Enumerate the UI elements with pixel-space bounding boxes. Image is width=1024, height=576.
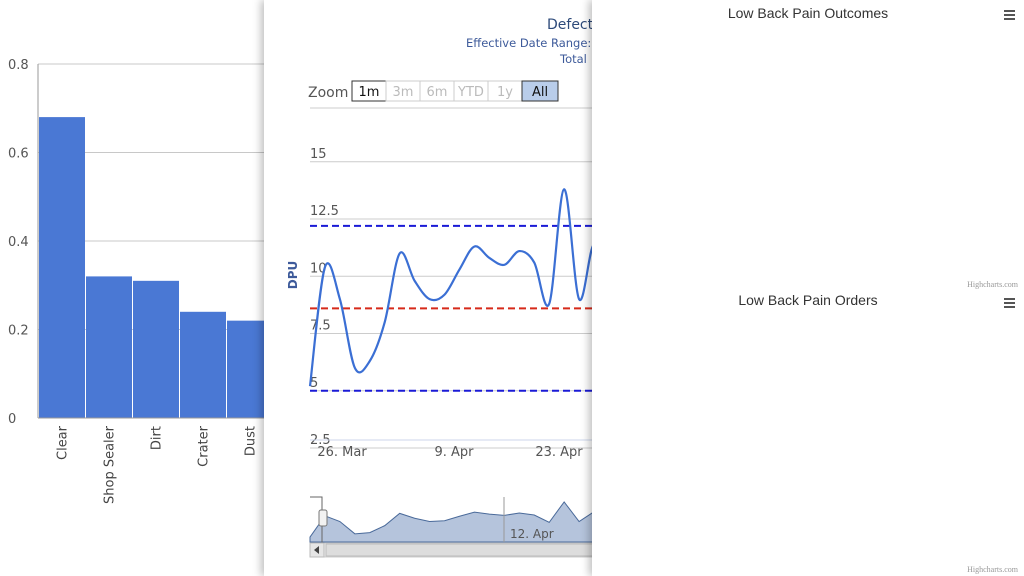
chart-title: Defect: [547, 17, 594, 33]
y-tick-label: 0.2: [8, 324, 29, 339]
y-tick-label: 7.5: [310, 319, 331, 334]
x-tick-label: 23. Apr: [535, 445, 583, 460]
navigator-label: 12. Apr: [510, 527, 554, 541]
x-tick-label: Dirt: [150, 426, 165, 450]
x-tick-label: Crater: [197, 425, 212, 466]
y-tick-label: 0.4: [8, 235, 29, 250]
zoom-button-6m[interactable]: 6m: [419, 80, 455, 102]
zoom-label: Zoom: [308, 85, 348, 101]
scrollbar-thumb: [325, 543, 609, 557]
orders-credit: Highcharts.com: [967, 565, 1018, 574]
zoom-button-1m[interactable]: 1m: [351, 80, 387, 102]
menu-bar: [1004, 298, 1015, 300]
navigator-scrollbar[interactable]: [309, 542, 609, 558]
menu-bar: [1004, 18, 1015, 20]
orders-title: Low Back Pain Orders: [738, 292, 878, 308]
pareto-chart-panel: 0 0.2 0.4 0.6 0.8 Clear Shop Sealer Dirt Crater D…: [0, 0, 272, 576]
menu-bar: [1004, 306, 1015, 308]
zoom-button-label: 1y: [497, 85, 513, 100]
bar: [39, 117, 85, 418]
zoom-button-3m[interactable]: 3m: [385, 80, 421, 102]
navigator-area: [309, 501, 609, 543]
y-tick-label: 12.5: [310, 204, 339, 219]
y-tick-label: 0.8: [8, 58, 29, 73]
scroll-left-arrow-icon: [314, 546, 319, 554]
y-tick-label: 10: [310, 261, 327, 276]
zoom-button-label: 1m: [359, 85, 380, 100]
chart-subtitle-2: Total: [559, 52, 587, 66]
outcomes-title: Low Back Pain Outcomes: [727, 5, 889, 21]
x-tick-label: Dust: [244, 426, 259, 456]
zoom-button-1y[interactable]: 1y: [487, 80, 523, 102]
x-tick-label: 9. Apr: [434, 445, 474, 460]
zoom-button-ytd[interactable]: YTD: [453, 80, 489, 102]
zoom-button-label: 6m: [427, 85, 448, 100]
navigator-handle[interactable]: [310, 496, 328, 543]
zoom-button-all[interactable]: All: [521, 80, 559, 102]
x-tick-label: Clear: [56, 425, 71, 460]
menu-bar: [1004, 14, 1015, 16]
outcomes-credit: Highcharts.com: [967, 280, 1018, 289]
navigator-handle-line: [310, 496, 323, 543]
pie-charts-panel: Low Back Pain Outcomes Low Back Pain Ord…: [592, 0, 1024, 576]
y-tick-label: 0: [8, 412, 16, 427]
chart-subtitle: Effective Date Range: C: [466, 36, 603, 50]
zoom-button-box: [521, 80, 559, 102]
y-tick-label: 5: [310, 376, 318, 391]
y-tick-label: 0.6: [8, 147, 29, 162]
menu-bar: [1004, 10, 1015, 12]
zoom-button-label: YTD: [457, 85, 484, 100]
bar: [86, 276, 132, 418]
y-tick-label: 15: [310, 147, 327, 162]
x-tick-label: Shop Sealer: [103, 425, 118, 504]
bar: [180, 311, 226, 418]
pareto-bar-chart: 0 0.2 0.4 0.6 0.8 Clear Shop Sealer Dirt Crater D…: [8, 58, 272, 504]
menu-bar: [1004, 302, 1015, 304]
dpu-chart-panel: Defect Effective Date Range: C Total Zoom 1m…: [264, 0, 609, 576]
dpu-series-line: [308, 188, 609, 387]
zoom-button-label: All: [532, 85, 548, 100]
bar: [133, 280, 179, 418]
x-tick-label: 26. Mar: [317, 445, 367, 460]
outcomes-menu-icon[interactable]: [1004, 10, 1015, 20]
orders-menu-icon[interactable]: [1004, 298, 1015, 308]
zoom-button-group: 1m 3m 6m YTD 1y All: [351, 80, 559, 102]
pie-charts-svg: appropriate: 66.7 %inappropriate: 8.3 %i…: [1004, 10, 1015, 308]
navigator-handle-grip: [318, 509, 328, 527]
y-axis-title: DPU: [286, 261, 300, 290]
zoom-button-label: 3m: [393, 85, 414, 100]
